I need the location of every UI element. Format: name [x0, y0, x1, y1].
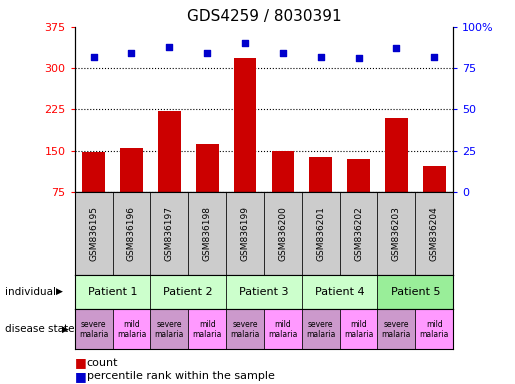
Bar: [150, 275, 226, 309]
Bar: [234, 58, 256, 233]
Bar: [264, 309, 302, 349]
Bar: [347, 159, 370, 233]
Bar: [377, 192, 415, 275]
Text: ■: ■: [75, 370, 87, 383]
Point: [165, 44, 174, 50]
Point: [430, 53, 438, 60]
Bar: [271, 151, 294, 233]
Bar: [75, 309, 112, 349]
Bar: [264, 192, 302, 275]
Bar: [340, 192, 377, 275]
Point: [354, 55, 363, 61]
Bar: [150, 309, 188, 349]
Text: GSM836204: GSM836204: [430, 206, 439, 261]
Text: GSM836200: GSM836200: [279, 206, 287, 261]
Bar: [75, 275, 150, 309]
Bar: [226, 275, 302, 309]
Bar: [423, 166, 445, 233]
Bar: [385, 118, 408, 233]
Point: [241, 40, 249, 46]
Point: [392, 45, 401, 51]
Bar: [302, 309, 340, 349]
Text: ▶: ▶: [56, 287, 62, 296]
Text: mild
malaria: mild malaria: [420, 319, 449, 339]
Text: GSM836201: GSM836201: [316, 206, 325, 261]
Bar: [188, 309, 226, 349]
Bar: [377, 275, 453, 309]
Text: GSM836195: GSM836195: [89, 206, 98, 261]
Point: [317, 53, 325, 60]
Text: GSM836196: GSM836196: [127, 206, 136, 261]
Text: mild
malaria: mild malaria: [117, 319, 146, 339]
Point: [279, 50, 287, 56]
Text: GSM836202: GSM836202: [354, 206, 363, 261]
Bar: [226, 192, 264, 275]
Text: severe
malaria: severe malaria: [230, 319, 260, 339]
Text: GSM836198: GSM836198: [203, 206, 212, 261]
Bar: [158, 111, 181, 233]
Bar: [150, 192, 188, 275]
Bar: [120, 148, 143, 233]
Bar: [377, 309, 415, 349]
Bar: [310, 157, 332, 233]
Text: GSM836197: GSM836197: [165, 206, 174, 261]
Point: [127, 50, 135, 56]
Text: GSM836203: GSM836203: [392, 206, 401, 261]
Bar: [226, 309, 264, 349]
Point: [203, 50, 211, 56]
Bar: [112, 309, 150, 349]
Text: severe
malaria: severe malaria: [382, 319, 411, 339]
Text: severe
malaria: severe malaria: [154, 319, 184, 339]
Text: Patient 1: Patient 1: [88, 287, 138, 297]
Bar: [188, 192, 226, 275]
Bar: [340, 309, 377, 349]
Text: Patient 4: Patient 4: [315, 287, 365, 297]
Text: ■: ■: [75, 356, 87, 369]
Bar: [196, 144, 218, 233]
Bar: [415, 192, 453, 275]
Text: individual: individual: [5, 287, 56, 297]
Text: mild
malaria: mild malaria: [344, 319, 373, 339]
Bar: [415, 309, 453, 349]
Bar: [82, 152, 105, 233]
Title: GDS4259 / 8030391: GDS4259 / 8030391: [186, 9, 341, 24]
Bar: [75, 192, 112, 275]
Text: ▶: ▶: [62, 325, 69, 334]
Text: Patient 5: Patient 5: [390, 287, 440, 297]
Text: mild
malaria: mild malaria: [268, 319, 298, 339]
Bar: [302, 192, 340, 275]
Text: severe
malaria: severe malaria: [79, 319, 108, 339]
Text: GSM836199: GSM836199: [241, 206, 249, 261]
Bar: [302, 275, 377, 309]
Text: mild
malaria: mild malaria: [193, 319, 222, 339]
Text: severe
malaria: severe malaria: [306, 319, 335, 339]
Text: Patient 3: Patient 3: [239, 287, 289, 297]
Text: count: count: [87, 358, 118, 368]
Text: disease state: disease state: [5, 324, 75, 334]
Text: percentile rank within the sample: percentile rank within the sample: [87, 371, 274, 381]
Bar: [112, 192, 150, 275]
Point: [90, 53, 98, 60]
Text: Patient 2: Patient 2: [163, 287, 213, 297]
